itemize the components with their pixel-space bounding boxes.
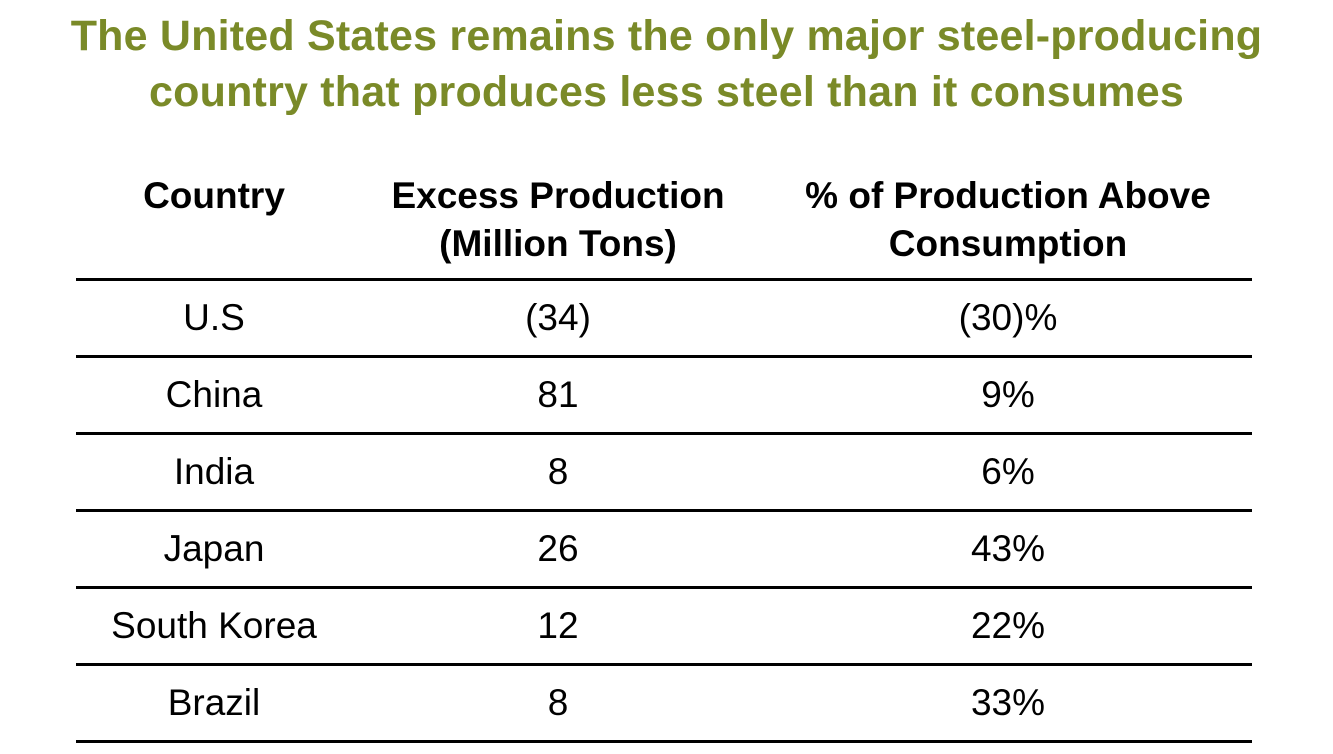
- title-line-2: country that produces less steel than it…: [149, 68, 1184, 116]
- table-header-row: Country Excess Production (Million Tons)…: [76, 170, 1252, 281]
- percent-cell: 9%: [981, 374, 1035, 415]
- table-row: India 8 6%: [76, 435, 1252, 512]
- table-row: Japan 26 43%: [76, 512, 1252, 589]
- excess-production-cell: 81: [537, 374, 579, 415]
- header-country: Country: [143, 175, 285, 216]
- excess-production-cell: 26: [537, 528, 579, 569]
- table-row: China 81 9%: [76, 358, 1252, 435]
- table-row: South Korea 12 22%: [76, 589, 1252, 666]
- excess-production-cell: 12: [537, 605, 579, 646]
- percent-cell: 6%: [981, 451, 1035, 492]
- country-cell: Brazil: [167, 682, 261, 723]
- excess-production-cell: (34): [525, 297, 591, 338]
- country-cell: U.S: [183, 297, 245, 338]
- page-title: The United States remains the only major…: [0, 8, 1333, 120]
- percent-cell: 43%: [970, 528, 1046, 569]
- title-line-1: The United States remains the only major…: [70, 12, 1263, 60]
- header-excess-production: Excess Production (Million Tons): [391, 175, 725, 264]
- country-cell: China: [165, 374, 263, 415]
- percent-cell: (30)%: [958, 297, 1058, 338]
- excess-production-cell: 8: [547, 451, 569, 492]
- percent-cell: 33%: [970, 682, 1046, 723]
- excess-production-cell: 8: [547, 682, 569, 723]
- country-cell: South Korea: [111, 605, 317, 646]
- country-cell: Japan: [163, 528, 265, 569]
- country-cell: India: [173, 451, 255, 492]
- table-row: U.S (34) (30)%: [76, 281, 1252, 358]
- header-percent-above-consumption: % of Production Above Consumption: [805, 175, 1211, 264]
- table-row: Brazil 8 33%: [76, 666, 1252, 743]
- steel-production-table: Country Excess Production (Million Tons)…: [76, 170, 1252, 743]
- percent-cell: 22%: [970, 605, 1046, 646]
